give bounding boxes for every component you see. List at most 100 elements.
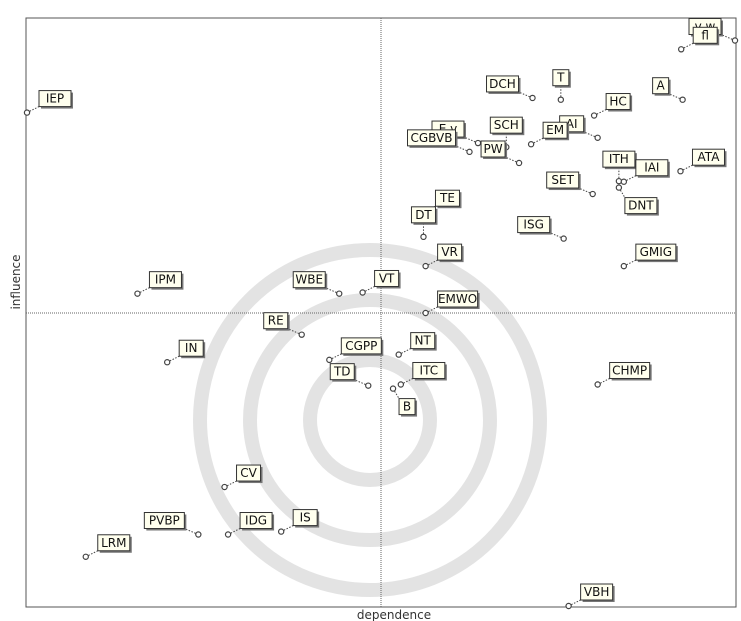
point-iep: IEP xyxy=(23,90,73,116)
leader-line xyxy=(85,550,98,558)
point-label: SET xyxy=(551,173,574,187)
point-dt: DT xyxy=(410,206,438,241)
point-label: TD xyxy=(333,365,351,379)
point-marker xyxy=(527,141,535,148)
point-set: SET xyxy=(546,171,596,198)
label-box xyxy=(552,69,570,87)
point-marker xyxy=(298,331,305,338)
point-marker xyxy=(515,159,523,167)
point-dch: DCH xyxy=(486,75,536,102)
point-marker xyxy=(594,381,601,388)
point-marker xyxy=(529,94,536,102)
leader-line xyxy=(184,528,199,535)
point-marker xyxy=(474,139,482,147)
label-box xyxy=(489,116,523,134)
leader-line xyxy=(623,175,637,183)
label-box xyxy=(434,189,460,207)
leader-line xyxy=(518,91,533,99)
point-label: TE xyxy=(439,191,455,205)
point-marker xyxy=(420,233,427,241)
label-box xyxy=(602,150,636,168)
label-box xyxy=(605,93,631,111)
point-label: PVBP xyxy=(149,514,180,528)
leader-line xyxy=(549,232,564,240)
point-marker xyxy=(731,37,739,44)
label-box xyxy=(635,159,669,177)
label-box xyxy=(292,509,318,527)
point-label: CV xyxy=(240,466,257,480)
leader-line xyxy=(720,34,736,41)
point-pw: PW xyxy=(480,140,523,167)
label-box xyxy=(437,290,479,308)
point-chmp: CHMP xyxy=(594,361,652,388)
point-label: CHMP xyxy=(612,363,647,377)
leader-line xyxy=(280,525,294,533)
label-box xyxy=(292,271,326,289)
point-marker xyxy=(23,109,31,116)
point-ith: ITH xyxy=(602,150,637,185)
point-label: WBE xyxy=(295,273,323,287)
point-em: EM xyxy=(527,121,570,148)
leader-line xyxy=(680,42,694,50)
point-marker xyxy=(615,184,623,191)
point-marker xyxy=(195,531,202,538)
point-label: SCH xyxy=(494,118,519,132)
leader-line xyxy=(504,156,520,164)
point-marker xyxy=(326,356,333,364)
label-box xyxy=(38,90,72,108)
point-label: ISG xyxy=(523,218,543,232)
point-label: HC xyxy=(609,95,626,109)
leader-line xyxy=(224,480,237,488)
point-cgpp: CGPP xyxy=(326,337,384,364)
point-in: IN xyxy=(163,339,206,366)
leader-line xyxy=(287,328,302,336)
point-marker xyxy=(134,290,141,297)
label-box xyxy=(480,140,506,158)
point-label: ITH xyxy=(609,152,629,166)
point-label: A xyxy=(656,79,665,93)
point-a: A xyxy=(652,77,686,103)
label-box xyxy=(546,171,580,189)
leader-line xyxy=(354,379,369,387)
point-marker xyxy=(560,235,567,242)
leader-line xyxy=(623,259,637,267)
label-box xyxy=(412,361,446,379)
leader-line xyxy=(325,287,340,295)
leader-line xyxy=(680,164,693,172)
label-box xyxy=(691,148,725,166)
point-label: VT xyxy=(379,271,395,285)
point-pvbp: PVBP xyxy=(143,512,202,538)
leader-line xyxy=(568,599,581,607)
point-emwo: EMWO xyxy=(422,290,480,317)
point-t: T xyxy=(552,69,571,103)
label-box xyxy=(437,243,463,261)
leader-line xyxy=(578,187,593,195)
point-lrm: LRM xyxy=(82,534,132,560)
point-vr: VR xyxy=(422,243,464,270)
point-marker xyxy=(389,385,397,392)
label-box xyxy=(398,398,416,416)
point-cv: CV xyxy=(221,464,263,491)
point-itc: ITC xyxy=(397,361,447,388)
point-label: ATA xyxy=(698,150,721,164)
label-box xyxy=(652,77,670,95)
leader-line xyxy=(618,187,626,198)
leader-line xyxy=(463,136,479,144)
point-label: NT xyxy=(415,334,432,348)
point-iai: IAI xyxy=(620,159,670,185)
label-box xyxy=(407,129,456,147)
point-label: GMIG xyxy=(640,245,673,259)
point-label: DT xyxy=(415,208,432,222)
point-isg: ISG xyxy=(517,216,567,242)
point-label: IAI xyxy=(644,161,659,175)
point-marker xyxy=(677,167,684,175)
leader-line xyxy=(425,306,438,314)
point-idg: IDG xyxy=(224,512,275,538)
point-label: T xyxy=(556,71,565,85)
point-marker xyxy=(565,602,572,610)
point-marker xyxy=(163,359,171,366)
point-marker xyxy=(620,178,628,185)
point-label: DNT xyxy=(628,199,654,213)
point-cgbvb: CGBVB xyxy=(407,129,473,156)
